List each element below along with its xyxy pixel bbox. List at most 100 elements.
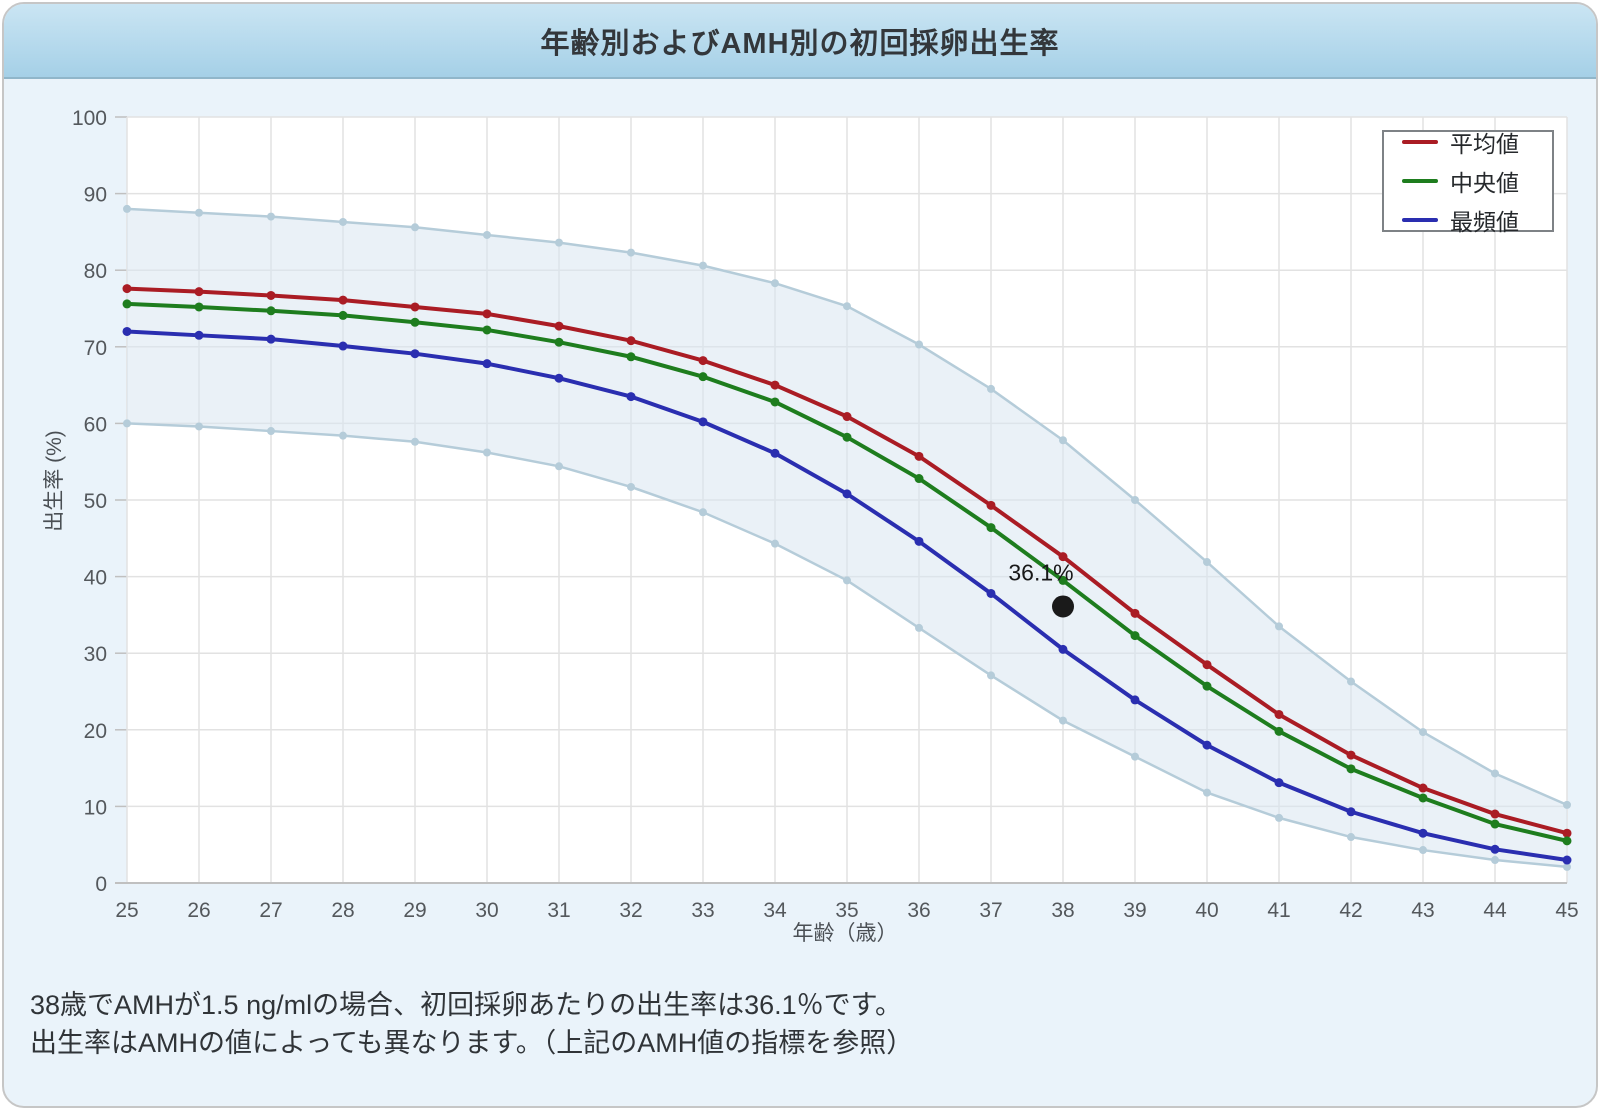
band-point-marker [1563,862,1571,871]
band-point-marker [1347,677,1355,686]
y-tick-label: 50 [84,490,107,513]
confidence-band-area [127,208,1567,867]
x-tick-label: 35 [835,899,858,922]
x-tick-label: 33 [691,899,714,922]
x-tick-label: 41 [1267,899,1290,922]
series-point-marker-median [986,523,996,533]
band-point-marker [627,248,635,257]
band-point-marker [843,576,851,585]
band-point-marker [267,427,275,436]
band-point-marker [339,431,347,440]
y-tick-label: 100 [72,107,107,130]
series-point-marker-mode [410,349,420,359]
series-point-marker-median [626,352,636,362]
chart-legend: 平均値 中央値 最頻値 [1382,130,1554,235]
x-tick-label: 42 [1339,899,1362,922]
band-point-marker [339,217,347,226]
x-tick-label: 29 [403,899,426,922]
band-point-marker [987,384,995,393]
band-point-marker [411,437,419,446]
x-tick-label: 36 [907,899,930,922]
series-point-marker-mode [266,334,276,344]
series-point-marker-mode [1562,855,1572,865]
band-point-marker [555,238,563,247]
legend-item-median: 中央値 [1402,164,1552,198]
x-tick-label: 40 [1195,899,1218,922]
series-point-marker-mode [1418,828,1428,838]
y-tick-label: 40 [84,567,107,590]
band-point-marker [123,204,131,213]
x-tick-label: 39 [1123,899,1146,922]
band-point-marker [1059,436,1067,445]
series-point-marker-median [1058,575,1068,585]
x-tick-label: 37 [979,899,1002,922]
band-point-marker [1275,622,1283,631]
band-point-marker [411,223,419,232]
band-point-marker [267,212,275,221]
y-tick-label: 90 [84,184,107,207]
x-tick-label: 43 [1411,899,1434,922]
band-point-marker [195,208,203,217]
series-point-marker-mean [1202,660,1212,670]
series-point-marker-median [770,397,780,407]
band-point-marker [1419,846,1427,855]
band-point-marker [1203,558,1211,567]
series-point-marker-median [1418,793,1428,803]
series-point-marker-mode [914,536,924,546]
y-axis-title: 出生率 (%) [43,430,66,532]
series-point-marker-mode [1202,740,1212,750]
band-point-marker [627,482,635,491]
band-point-marker [915,623,923,632]
series-point-marker-mode [122,326,132,336]
series-point-marker-mode [698,417,708,427]
band-point-marker [1563,800,1571,809]
series-point-marker-median [1346,764,1356,774]
series-point-marker-mode [482,359,492,369]
series-point-marker-median [1202,681,1212,691]
series-point-marker-mean [266,290,276,300]
series-point-marker-mean [122,284,132,294]
x-tick-label: 26 [187,899,210,922]
series-point-marker-mean [842,412,852,422]
series-point-marker-median [1130,631,1140,641]
band-point-marker [195,422,203,431]
series-point-marker-mean [482,309,492,319]
band-point-marker [1347,833,1355,842]
series-point-marker-mean [1274,709,1284,719]
series-point-marker-median [338,310,348,320]
band-point-marker [987,671,995,680]
x-axis-title: 年齢（歳） [792,922,898,945]
x-tick-label: 25 [115,899,138,922]
footer-note: 38歳でAMHが1.5 ng/mlの場合、初回採卵あたりの出生率は36.1％です… [30,986,913,1062]
legend-line-swatch-median [1402,179,1438,183]
series-point-marker-mode [1346,807,1356,817]
series-point-marker-median [1562,836,1572,846]
series-point-marker-mode [626,392,636,402]
x-tick-label: 45 [1555,899,1578,922]
y-tick-label: 80 [84,260,107,283]
series-point-marker-median [194,302,204,312]
series-point-marker-mode [986,588,996,598]
series-point-marker-mean [698,356,708,366]
legend-label-mean: 平均値 [1450,131,1519,157]
series-point-marker-median [266,306,276,316]
band-point-marker [1059,716,1067,725]
band-point-marker [483,230,491,239]
page-title: 年齢別およびAMH別の初回採卵出生率 [540,27,1060,60]
highlight-label: 36.1% [1008,559,1073,585]
band-point-marker [771,279,779,288]
band-point-marker [699,261,707,270]
band-point-marker [483,448,491,457]
series-point-marker-mean [1562,828,1572,838]
y-tick-label: 70 [84,337,107,360]
series-point-marker-median [122,299,132,309]
legend-label-mode: 最頻値 [1450,209,1519,235]
series-point-marker-median [482,325,492,335]
y-tick-label: 20 [84,720,107,743]
series-point-marker-mean [1418,783,1428,793]
series-point-marker-median [842,432,852,442]
series-point-marker-mean [770,380,780,390]
x-tick-label: 27 [259,899,282,922]
band-point-marker [699,508,707,517]
